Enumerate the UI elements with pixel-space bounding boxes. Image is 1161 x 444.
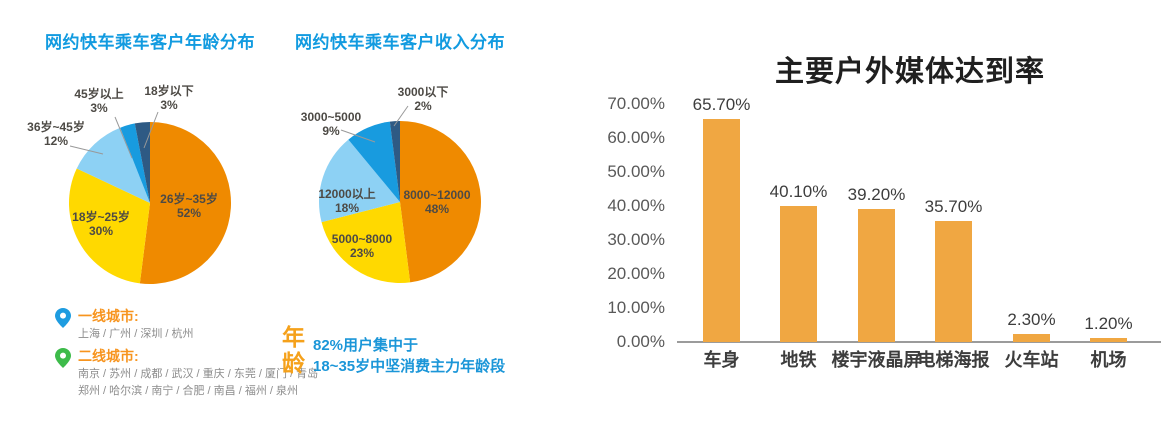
pie-slice	[69, 168, 150, 284]
pie-slice-label-value: 12%	[43, 134, 69, 148]
pie-slice-label-text: 5000~8000	[331, 232, 393, 246]
y-axis-tick-label: 60.00%	[607, 128, 665, 147]
bar-category-label: 地铁	[780, 350, 817, 370]
leader-lines	[69, 111, 159, 159]
pie-slice-label-value: 48%	[424, 202, 450, 216]
bar	[780, 205, 817, 342]
tier1-cities-list: 上海 / 广州 / 深圳 / 杭州	[78, 328, 194, 340]
pie-slice	[120, 123, 150, 203]
bar-value-label: 35.70%	[924, 196, 983, 216]
pie-slice-label: 18岁~25岁 30%	[72, 210, 130, 238]
age-pie-chart: 网约快车乘车客户年龄分布 26岁~35岁 52% 18岁~25岁 30% 36岁~45岁…	[0, 0, 560, 444]
age-note-label: 年龄	[282, 324, 305, 376]
pie-slice-label: 5000~8000 23%	[332, 232, 392, 260]
leader-lines	[340, 105, 409, 143]
bar-category-label: 火车站	[1004, 350, 1059, 370]
pie-slice-label: 18岁以下 3%	[144, 84, 193, 112]
bar-chart-title: 主要户外媒体达到率	[775, 56, 1046, 88]
bar-value-label: 2.30%	[1007, 310, 1056, 330]
pie-slice-label-value: 52%	[176, 206, 202, 220]
pie-slice	[389, 121, 400, 202]
pie-slice-label-text: 18岁以下	[144, 84, 194, 98]
tier2-cities-list-line2: 郑州 / 哈尔滨 / 南宁 / 合肥 / 南昌 / 福州 / 泉州	[78, 385, 299, 397]
pie-slice-label: 3000以下 2%	[398, 85, 449, 113]
bar	[1013, 334, 1050, 342]
pie-slice-label: 12000以上 18%	[318, 187, 375, 215]
pie-slice-label-value: 3%	[90, 101, 108, 115]
tier1-cities-label: 一线城市:	[78, 308, 139, 324]
bar-category-label: 楼宇液晶屏	[831, 350, 922, 370]
pie-slice-label-text: 26岁~35岁	[160, 192, 218, 206]
bar-category-label: 电梯海报	[917, 350, 990, 370]
pie-slice-label-text: 3000~5000	[300, 110, 362, 124]
pie-slice	[348, 121, 400, 202]
pie-slice-label: 3000~5000 9%	[301, 110, 361, 138]
age-note-line2: 18~35岁中坚消费主力年龄段	[313, 358, 506, 375]
pie-slice-label-value: 2%	[414, 99, 432, 113]
y-axis-tick-label: 20.00%	[607, 264, 665, 283]
bar-value-label: 40.10%	[769, 181, 828, 201]
y-axis-tick-label: 50.00%	[607, 162, 665, 181]
pie-slice-label-value: 18%	[334, 201, 360, 215]
bar-value-label: 65.70%	[692, 94, 751, 114]
x-axis-line	[677, 341, 1161, 343]
bar-value-label: 39.20%	[847, 184, 906, 204]
y-axis-tick-label: 10.00%	[607, 298, 665, 317]
pie-slice-label-text: 12000以上	[318, 187, 376, 201]
pie-slice-label-value: 3%	[160, 98, 178, 112]
pie-slice-label-value: 23%	[349, 246, 375, 260]
pie-slice-label-value: 9%	[322, 124, 340, 138]
pie-slice-label-text: 36岁~45岁	[27, 120, 85, 134]
pie-slice	[321, 202, 411, 283]
pie-slice-label: 45岁以上 3%	[74, 87, 123, 115]
age-pie-title: 网约快车乘车客户年龄分布	[45, 33, 255, 52]
pie-slice-label-text: 8000~12000	[403, 188, 471, 202]
bar-category-label: 车身	[703, 350, 740, 370]
y-axis-tick-label: 70.00%	[607, 94, 665, 113]
location-pin-icon-green	[55, 348, 71, 368]
bar-category-label: 机场	[1090, 350, 1127, 370]
pie-slice	[318, 139, 400, 223]
y-axis-tick-label: 30.00%	[607, 230, 665, 249]
pie-slice-label: 26岁~35岁 52%	[160, 192, 218, 220]
bar-value-label: 1.20%	[1084, 313, 1133, 333]
pie-slice	[76, 127, 150, 203]
y-axis-tick-label: 40.00%	[607, 196, 665, 215]
pie-slice-label-value: 30%	[88, 224, 114, 238]
location-pin-icon-blue	[55, 308, 71, 328]
income-pie-title: 网约快车乘车客户收入分布	[295, 33, 505, 52]
tier2-cities-label: 二线城市:	[78, 348, 139, 364]
bar	[703, 118, 740, 342]
income-pie-svg	[318, 105, 481, 283]
media-reach-bar-chart: 主要户外媒体达到率 65.70% 车身 40.10% 地铁 39.20% 楼宇液晶屏 35.…	[580, 0, 1161, 444]
pie-slice	[139, 122, 232, 284]
bar	[935, 220, 972, 342]
income-pie-chart: 网约快车乘车客户收入分布 8000~12000 48% 5000~8000 23% 12…	[0, 0, 560, 444]
pie-slice-label-text: 45岁以上	[74, 87, 124, 101]
bar	[1090, 337, 1127, 342]
pie-slice-label-text: 3000以下	[397, 85, 449, 99]
pie-slice-label: 8000~12000 48%	[403, 188, 470, 216]
bar	[858, 208, 895, 342]
pie-slice-label-text: 18岁~25岁	[72, 210, 130, 224]
age-pie-svg	[69, 111, 232, 284]
pie-slice-label: 36岁~45岁 12%	[27, 120, 85, 148]
pie-slice	[400, 121, 481, 283]
pie-slices	[69, 122, 232, 284]
pie-slices	[318, 121, 481, 283]
y-axis-tick-label: 0.00%	[616, 332, 665, 351]
age-note-line1: 82%用户集中于	[313, 337, 419, 354]
tier2-cities-list-line1: 南京 / 苏州 / 成都 / 武汉 / 重庆 / 东莞 / 厦门 / 青岛	[78, 368, 319, 380]
